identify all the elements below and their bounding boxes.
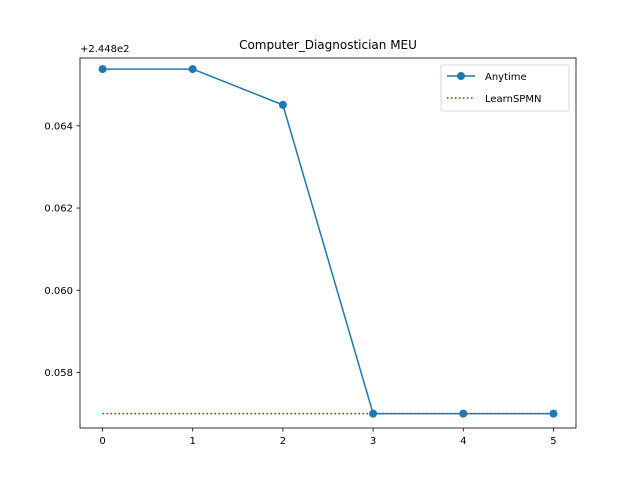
x-tick-label: 5 bbox=[550, 436, 556, 447]
data-point-anytime bbox=[98, 65, 107, 74]
data-point-anytime bbox=[369, 409, 378, 418]
data-point-anytime bbox=[278, 100, 287, 109]
data-point-anytime bbox=[188, 65, 197, 74]
legend-anytime-marker bbox=[457, 72, 465, 80]
y-offset-label: +2.448e2 bbox=[80, 44, 130, 55]
legend: Anytime LearnSPMN bbox=[440, 64, 570, 112]
y-tick-label: 0.062 bbox=[44, 204, 73, 215]
y-tick-label: 0.060 bbox=[44, 286, 73, 297]
y-tick-label: 0.058 bbox=[44, 368, 73, 379]
series-line-anytime bbox=[101, 68, 555, 415]
x-tick-label: 1 bbox=[190, 436, 196, 447]
data-point-anytime bbox=[549, 409, 558, 418]
data-point-anytime bbox=[459, 409, 468, 418]
x-tick-label: 4 bbox=[460, 436, 466, 447]
series-layer bbox=[98, 65, 558, 418]
plot-area-frame bbox=[79, 57, 577, 429]
x-tick-label: 0 bbox=[99, 436, 105, 447]
chart-title: Computer_Diagnostician MEU bbox=[239, 38, 417, 52]
legend-learnspmn-label: LearnSPMN bbox=[485, 94, 541, 105]
y-tick-label: 0.064 bbox=[44, 121, 73, 132]
x-tick-label: 3 bbox=[370, 436, 376, 447]
x-tick-label: 2 bbox=[280, 436, 286, 447]
legend-anytime-label: Anytime bbox=[485, 72, 527, 83]
axis-ticks: 0 1 2 3 4 5 0.058 0.060 0.062 0.064 bbox=[44, 121, 556, 447]
